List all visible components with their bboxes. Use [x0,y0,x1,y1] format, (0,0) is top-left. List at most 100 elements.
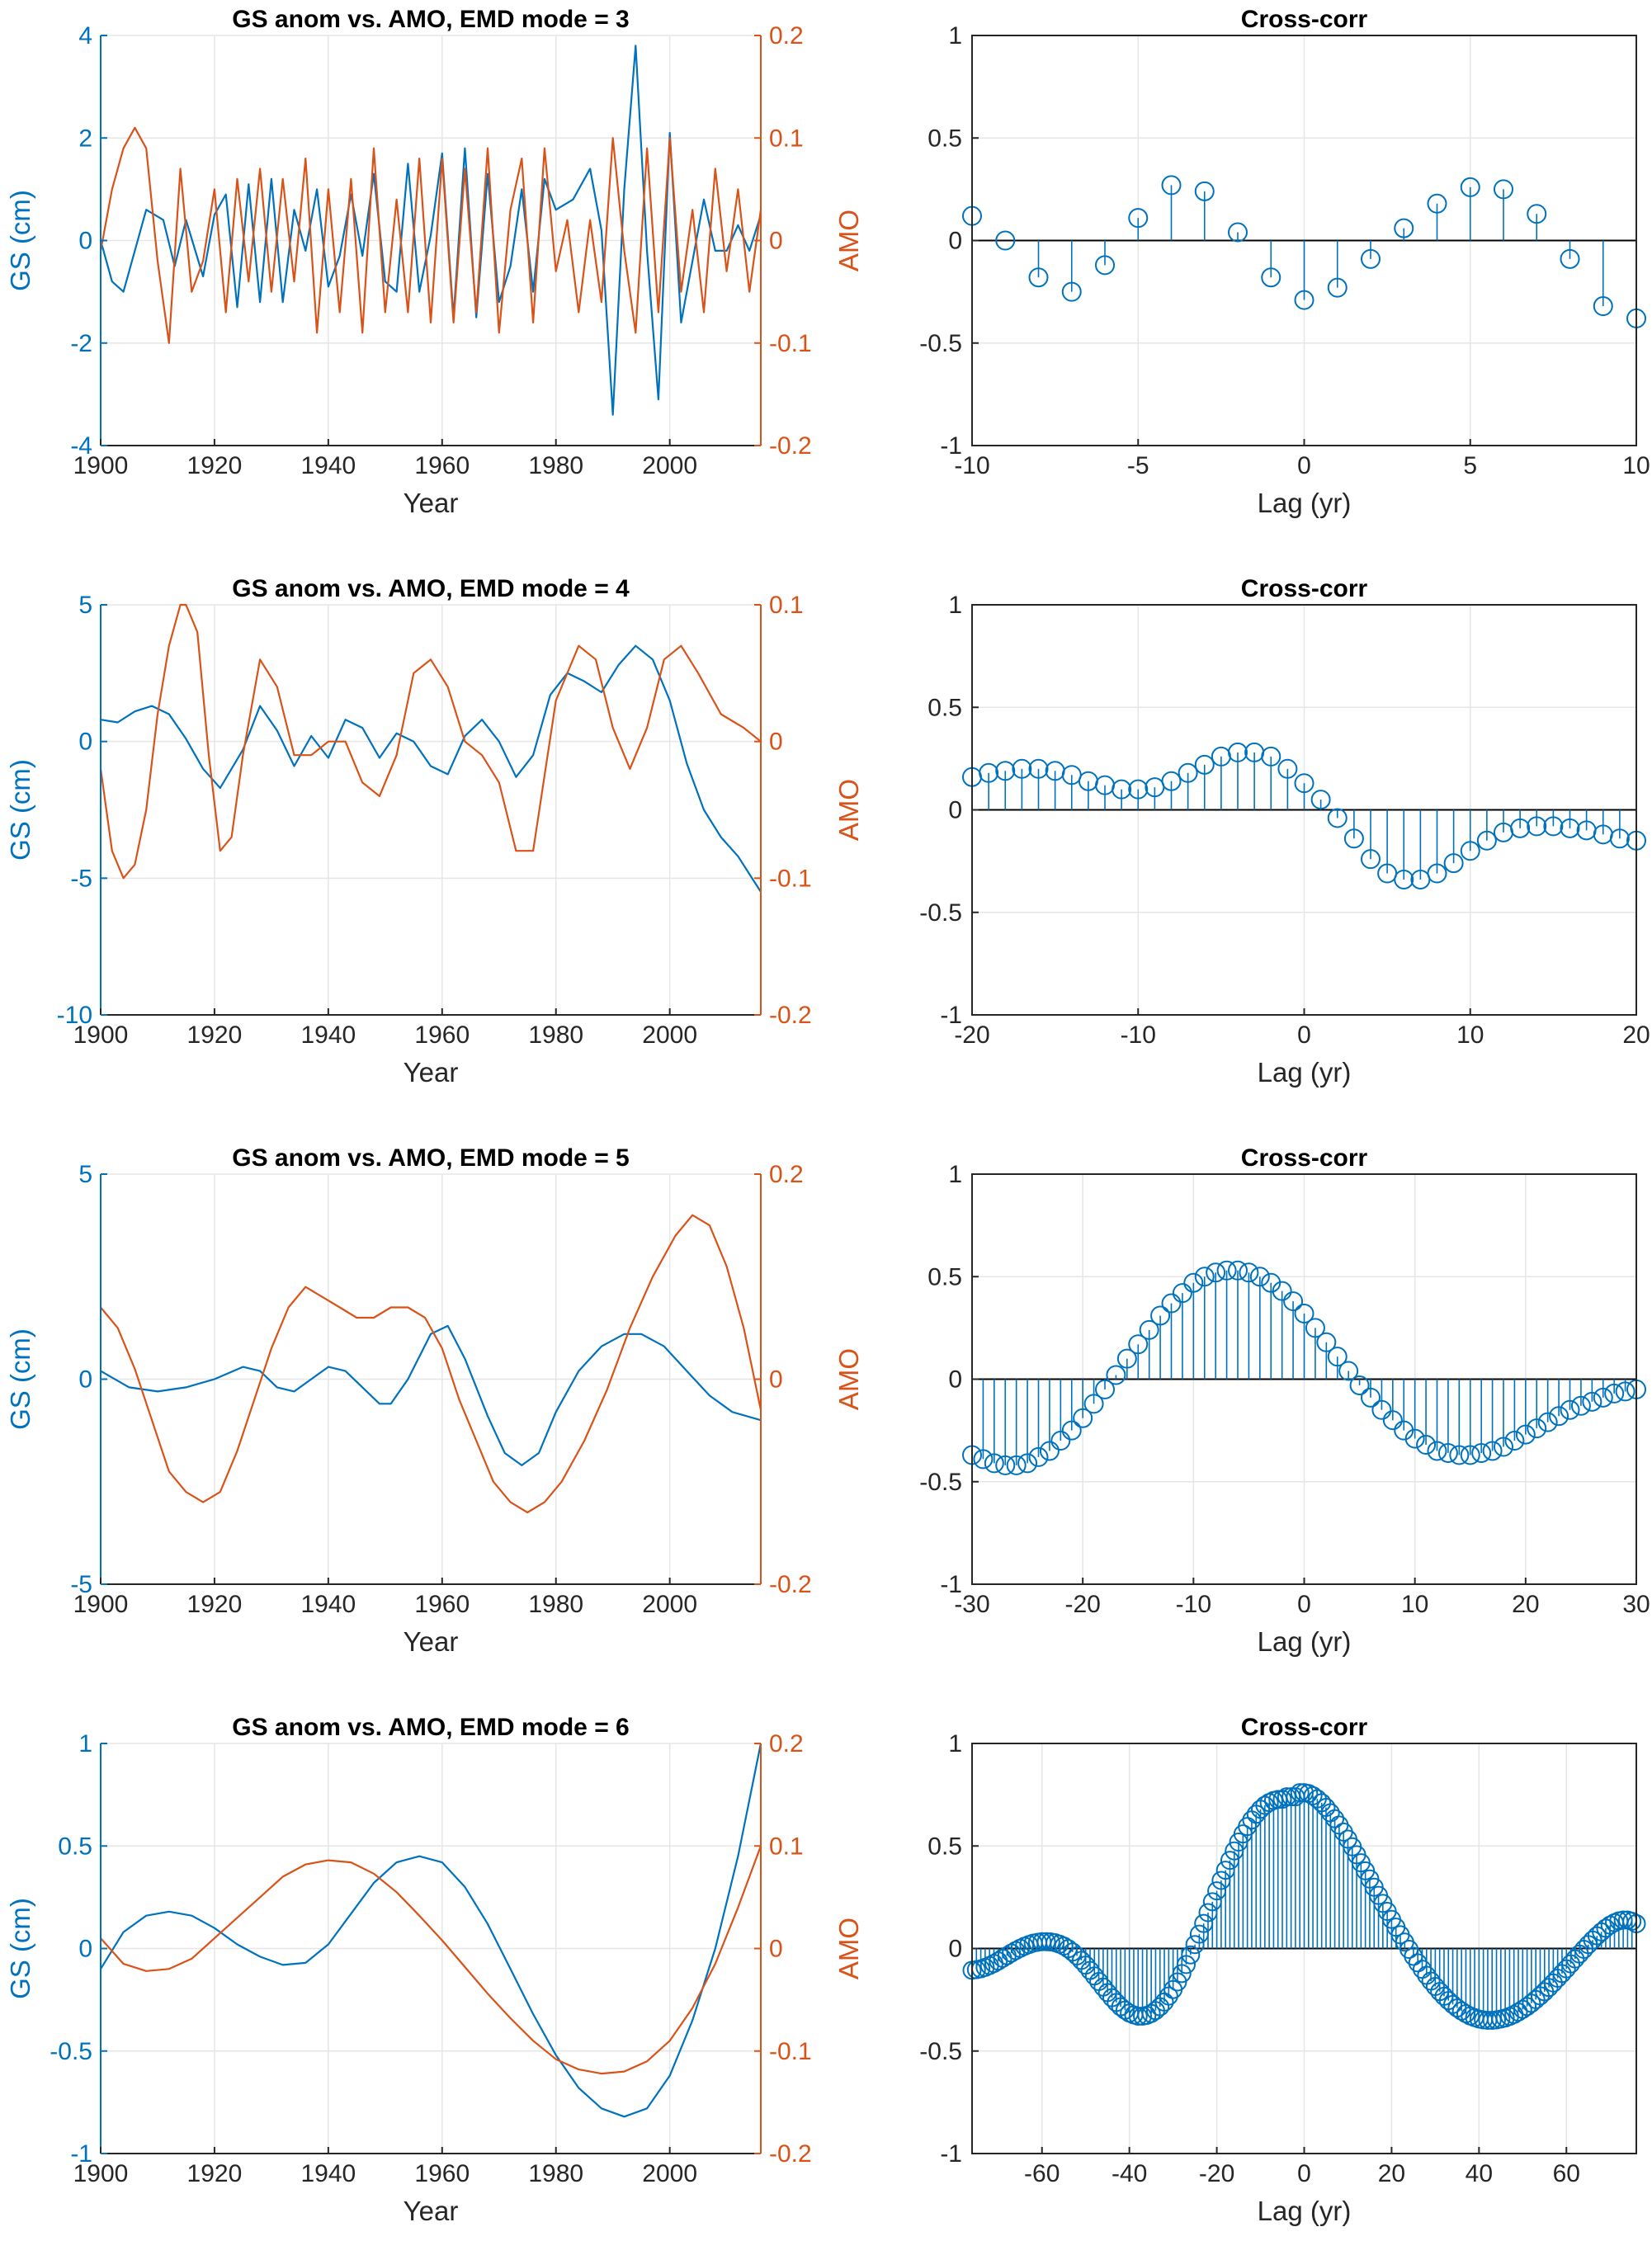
stem-marker [1494,1437,1513,1457]
x-tick-label: 1960 [414,452,470,479]
stem-marker [995,1455,1016,1475]
left-y-tick-label: -10 [57,1002,92,1029]
x-tick-label: 1960 [414,2160,470,2187]
chart-title: Cross-corr [1241,575,1368,602]
stem-marker [1427,1441,1447,1461]
gs-series-line [99,45,762,416]
amo-series-line [99,126,762,344]
stem-marker [1177,1955,1197,1974]
chart-title: Cross-corr [1241,6,1368,33]
x-tick-label: 1900 [73,1021,129,1049]
y-tick-label: -1 [940,1002,962,1029]
right-y-tick-label: 0.1 [769,1833,804,1860]
stem-marker [1228,742,1248,762]
x-axis-label: Lag (yr) [1258,488,1352,518]
x-tick-label: 1960 [414,1591,470,1618]
stem-marker [1036,1932,1056,1951]
line-chart-4: 1900 1920 1940 1960 1980 2000 -5 0 5 -0.2 0 0.2 GS a… [5,1144,864,1657]
stem-marker [1116,1348,1137,1369]
amo-series-line [100,1845,762,2075]
right-y-tick-label: 0 [769,228,783,255]
line-chart-0: 1900 1920 1940 1960 1980 2000 -4 -2 0 2 4 -0.2 -0.1 0… [5,6,864,518]
stem-marker [1183,1272,1204,1293]
stem-marker [1349,1375,1370,1395]
x-tick-label: -60 [1024,2160,1060,2187]
stem-marker [1560,818,1580,838]
x-tick-label: 1980 [528,452,583,479]
stem-marker [1460,1445,1480,1465]
gs-series-line [100,644,762,893]
x-tick-label: -20 [954,1021,989,1049]
left-y-tick-label: 2 [78,125,92,152]
left-y-tick-label: -5 [70,1571,92,1598]
x-tick-label: 1920 [187,2160,243,2187]
x-tick-label: 1940 [300,452,356,479]
stem-marker [1305,1318,1325,1338]
right-y-tick-label: 0.2 [769,22,804,50]
stem-marker [1570,1395,1591,1416]
stem-marker [1194,181,1215,201]
x-tick-label: 2000 [642,1591,697,1618]
x-tick-label: 2000 [642,452,697,479]
x-tick-label: 0 [1297,1021,1311,1049]
stem-marker [1294,773,1315,794]
chart-title: Cross-corr [1241,1714,1368,1741]
y-tick-label: -1 [940,1571,962,1598]
stem-marker [1128,208,1149,229]
stem-marker [1128,779,1149,800]
stem-marker [1615,1381,1635,1402]
x-tick-label: 2000 [642,1021,697,1049]
stem-marker [1510,818,1531,838]
y-tick-label: -0.5 [919,899,962,927]
chart-title: Cross-corr [1241,1144,1368,1172]
right-y-axis-label: AMO [833,210,864,271]
x-axis-label: Year [404,1057,459,1087]
x-tick-label: 0 [1297,2160,1311,2187]
right-y-tick-label: -0.2 [769,2140,812,2168]
x-axis-label: Lag (yr) [1258,2196,1352,2226]
stem-marker [1325,1809,1345,1828]
y-tick-label: -0.5 [919,2038,962,2065]
y-tick-label: 1 [948,1730,962,1757]
stem-marker [1028,1446,1049,1467]
stem-marker [1527,1418,1547,1439]
stem-marker [1106,1365,1126,1385]
x-tick-label: 0 [1297,452,1311,479]
x-tick-label: 1980 [528,1591,583,1618]
stem-marker [1460,177,1480,197]
left-y-tick-label: -1 [70,2140,92,2168]
left-y-axis-label: GS (cm) [5,759,35,861]
stem-marker [1272,1281,1292,1301]
x-axis-label: Year [404,488,459,518]
x-tick-label: 0 [1297,1591,1311,1618]
right-y-tick-label: 0 [769,1366,783,1394]
y-tick-label: -0.5 [919,1469,962,1496]
amo-series-line [100,1214,762,1514]
stem-marker [1543,816,1564,837]
stem-marker [1290,1783,1310,1803]
y-tick-label: 1 [948,22,962,50]
x-tick-label: 10 [1622,452,1650,479]
chart-title: GS anom vs. AMO, EMD mode = 4 [232,575,630,602]
stem-marker [1178,762,1198,783]
stem-marker [1139,1319,1159,1340]
y-tick-label: -1 [940,432,962,460]
stem-marker [1622,1911,1642,1931]
x-tick-label: 1940 [300,2160,356,2187]
y-tick-label: 0.5 [927,694,962,721]
stem-marker [1515,1424,1536,1445]
y-tick-label: 1 [948,1161,962,1188]
left-y-tick-label: 1 [78,1730,92,1757]
stem-marker [1361,1387,1381,1408]
stem-marker [1327,1347,1348,1367]
y-tick-label: 1 [948,592,962,619]
stem-marker [1609,828,1630,849]
stem-marker [979,762,999,783]
y-tick-label: 0 [948,1366,962,1394]
left-y-axis-label: GS (cm) [5,190,35,291]
y-tick-label: 0.5 [927,1263,962,1290]
stem-marker [1382,1410,1403,1431]
stem-marker [1476,830,1497,851]
x-axis-label: Year [404,2196,459,2226]
left-y-tick-label: -5 [70,865,92,892]
